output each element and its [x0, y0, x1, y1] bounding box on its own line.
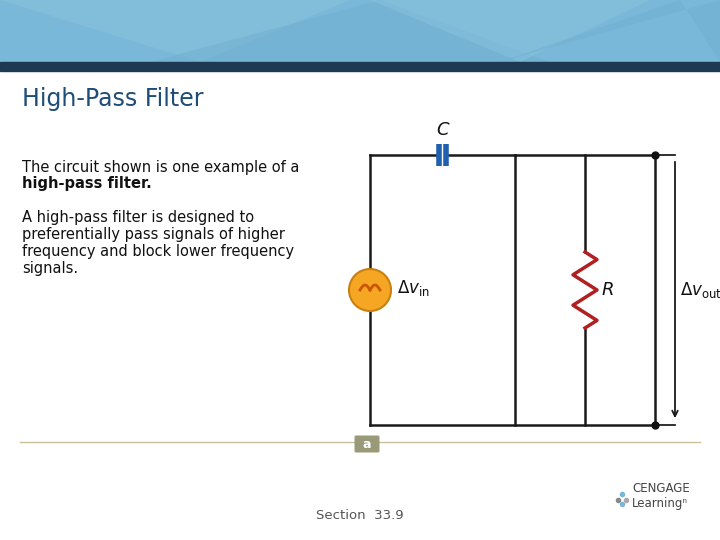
- Text: C: C: [436, 121, 449, 139]
- Polygon shape: [0, 0, 350, 62]
- Text: R: R: [602, 281, 614, 299]
- Text: Section  33.9: Section 33.9: [316, 509, 404, 522]
- Bar: [0, 0, 720, 62]
- Text: a: a: [363, 437, 372, 450]
- Text: high-pass filter.: high-pass filter.: [22, 176, 152, 191]
- Bar: [0, 62, 720, 71]
- FancyBboxPatch shape: [354, 435, 379, 453]
- Text: $\Delta v_{\rm in}$: $\Delta v_{\rm in}$: [397, 278, 430, 298]
- Text: The circuit shown is one example of a: The circuit shown is one example of a: [22, 160, 304, 175]
- Text: CENGAGE
Learningⁿ: CENGAGE Learningⁿ: [632, 482, 690, 510]
- Text: signals.: signals.: [22, 261, 78, 276]
- Polygon shape: [370, 0, 650, 62]
- Polygon shape: [150, 0, 550, 62]
- Text: frequency and block lower frequency: frequency and block lower frequency: [22, 244, 294, 259]
- Polygon shape: [500, 0, 720, 62]
- Text: $\Delta v_{\rm out}$: $\Delta v_{\rm out}$: [680, 280, 720, 300]
- Circle shape: [349, 269, 391, 311]
- Text: preferentially pass signals of higher: preferentially pass signals of higher: [22, 227, 285, 242]
- Text: High-Pass Filter: High-Pass Filter: [22, 87, 204, 111]
- Text: A high-pass filter is designed to: A high-pass filter is designed to: [22, 210, 254, 225]
